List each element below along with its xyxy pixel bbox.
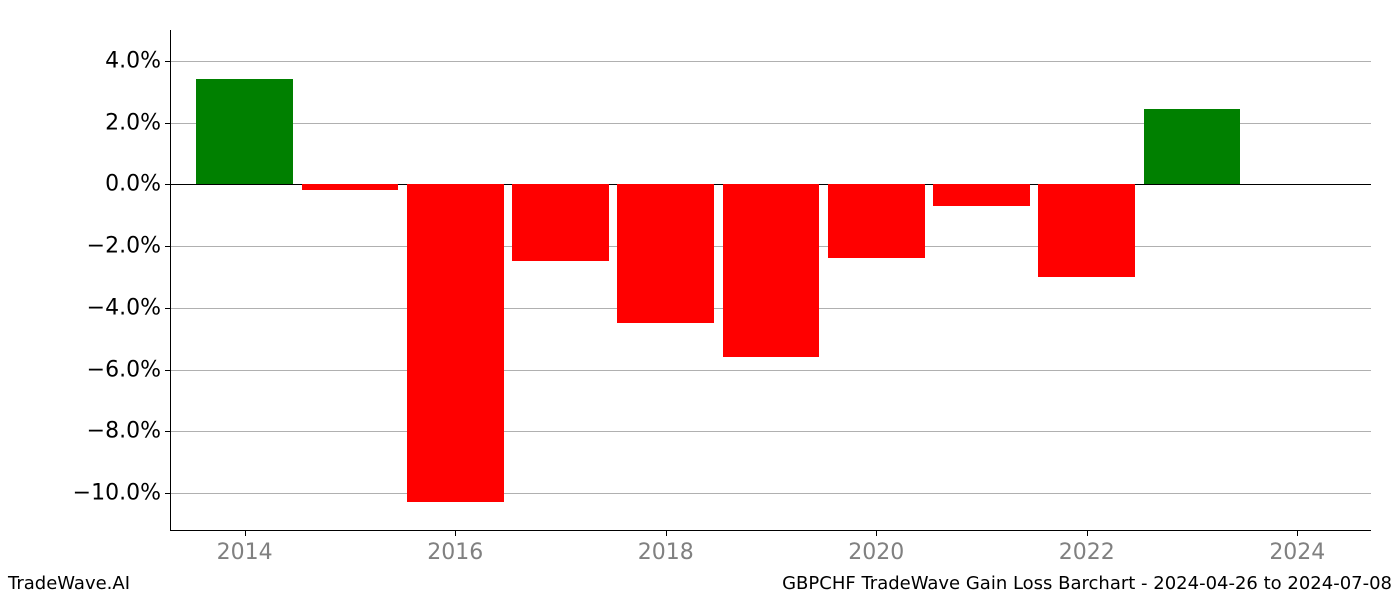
bar	[828, 184, 925, 258]
xtick-label: 2016	[427, 530, 483, 565]
chart-container: −10.0% −8.0% −6.0% −4.0% −2.0% 0.0% 2.0% 4.0% 20…	[0, 0, 1400, 600]
bar	[1144, 109, 1241, 185]
footer-left-text: TradeWave.AI	[8, 573, 130, 594]
xtick-label: 2018	[638, 530, 694, 565]
bar	[512, 184, 609, 261]
bar	[302, 184, 399, 190]
ytick-label: 4.0%	[105, 48, 171, 73]
xtick-label: 2020	[848, 530, 904, 565]
bar	[723, 184, 820, 357]
ytick-label: −6.0%	[87, 357, 171, 382]
ytick-label: −10.0%	[73, 480, 171, 505]
bar	[933, 184, 1030, 206]
ytick-label: −4.0%	[87, 295, 171, 320]
xtick-label: 2024	[1269, 530, 1325, 565]
gridline	[171, 431, 1371, 432]
footer-right-text: GBPCHF TradeWave Gain Loss Barchart - 20…	[782, 573, 1392, 594]
gridline	[171, 61, 1371, 62]
ytick-label: −8.0%	[87, 419, 171, 444]
plot-area: −10.0%−8.0%−6.0%−4.0%−2.0%0.0%2.0%4.0%20…	[170, 30, 1371, 531]
bar	[196, 79, 293, 184]
xtick-label: 2022	[1059, 530, 1115, 565]
ytick-label: 2.0%	[105, 110, 171, 135]
xtick-label: 2014	[217, 530, 273, 565]
ytick-label: 0.0%	[105, 172, 171, 197]
bar	[617, 184, 714, 323]
bar	[1038, 184, 1135, 277]
bar	[407, 184, 504, 502]
gridline	[171, 370, 1371, 371]
ytick-label: −2.0%	[87, 234, 171, 259]
gridline	[171, 493, 1371, 494]
